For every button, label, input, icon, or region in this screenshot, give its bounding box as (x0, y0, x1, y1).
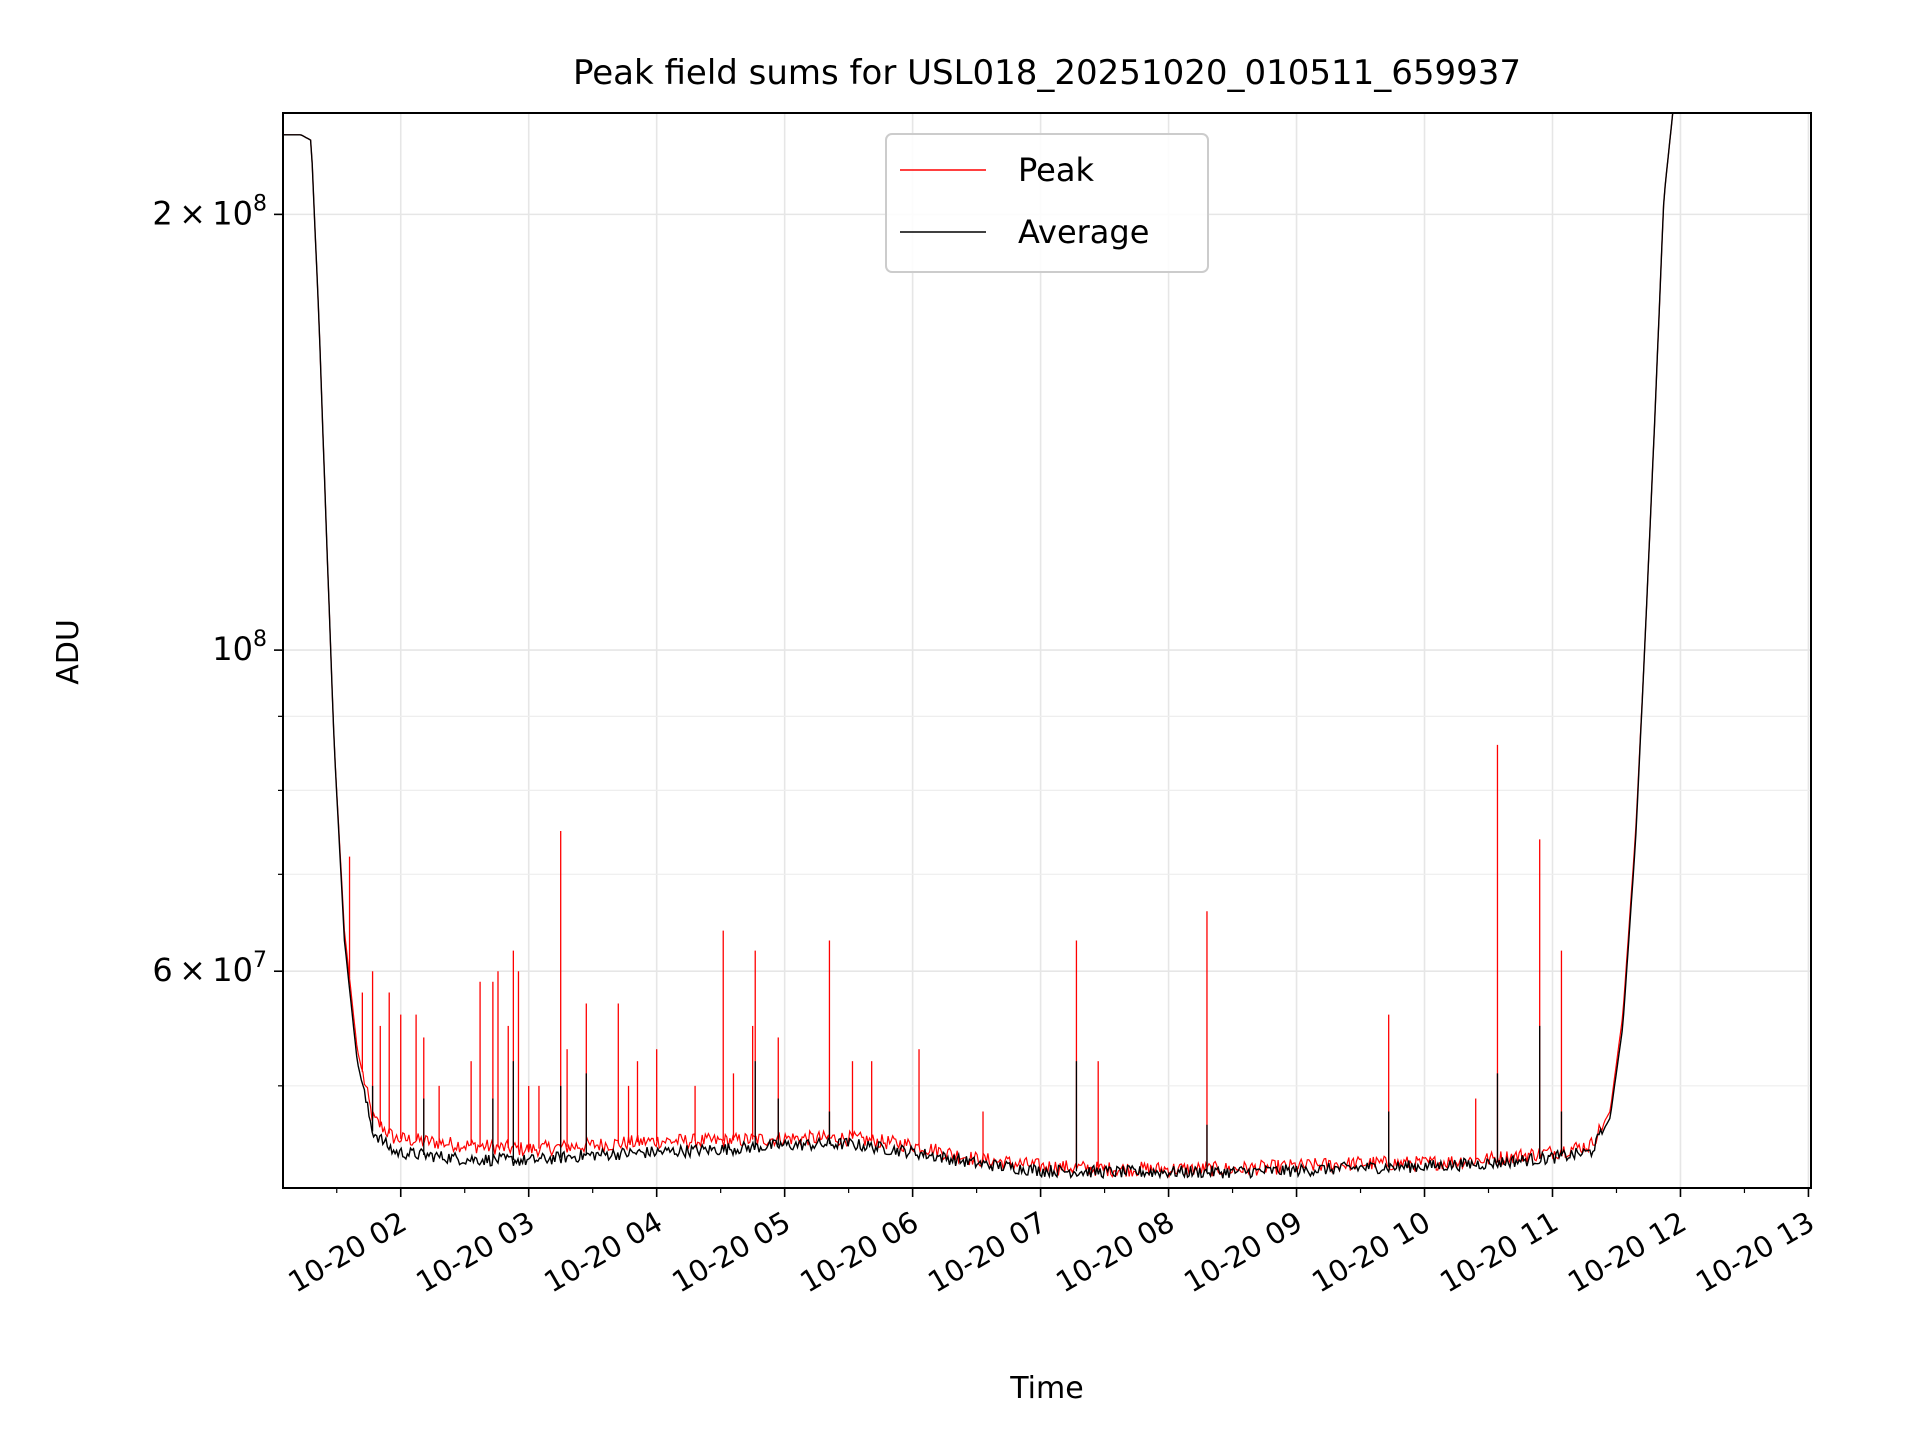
legend-box (885, 133, 1209, 273)
series-layer (283, 113, 1674, 1180)
y-tick-label: 2 × 108 (152, 191, 267, 232)
legend-label-peak: Peak (1018, 151, 1094, 189)
legend-label-average: Average (1018, 213, 1149, 251)
y-axis-label: ADU (51, 619, 86, 685)
y-tick-label: 108 (212, 627, 267, 668)
legend: Peak Average (885, 133, 1209, 273)
series-line-average (283, 113, 1674, 1180)
x-axis-label: Time (1009, 1371, 1083, 1406)
y-tick-label: 6 × 107 (152, 948, 267, 989)
chart-title: Peak field sums for USL018_20251020_0105… (573, 53, 1521, 93)
